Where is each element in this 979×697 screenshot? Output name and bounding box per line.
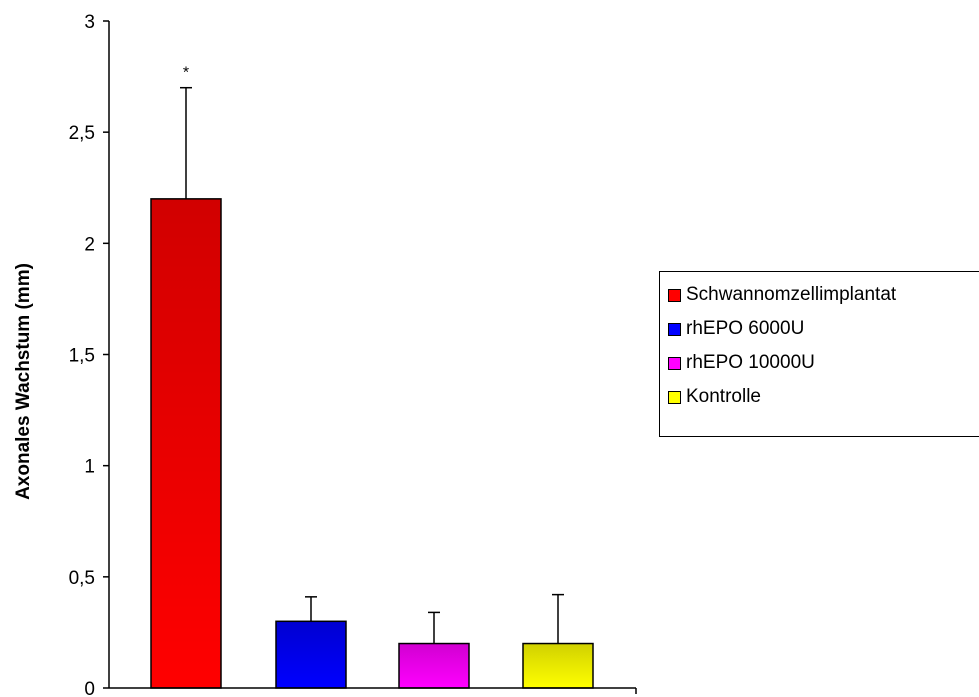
- legend-swatch: [668, 322, 681, 336]
- significance-marker: *: [183, 65, 189, 82]
- legend-swatch: [668, 356, 681, 370]
- legend-item: Kontrolle: [668, 380, 979, 414]
- legend-swatch: [668, 390, 681, 404]
- y-tick-label: 1: [84, 457, 95, 478]
- y-tick-label: 0,5: [69, 568, 95, 589]
- y-tick-label: 1,5: [69, 346, 95, 367]
- bar-0: [150, 198, 222, 689]
- y-tick-label: 2,5: [69, 123, 95, 144]
- y-tick-label: 3: [84, 12, 95, 33]
- legend-swatch: [668, 288, 681, 302]
- y-tick-label: 0: [84, 679, 95, 697]
- bar-3: [522, 642, 594, 689]
- bar-2: [398, 642, 470, 689]
- legend-item: Schwannomzellimplantat: [668, 278, 979, 312]
- bar-1: [275, 620, 347, 689]
- legend: Schwannomzellimplantat rhEPO 6000U rhEPO…: [659, 271, 979, 437]
- legend-item: rhEPO 6000U: [668, 312, 979, 346]
- y-tick-label: 2: [84, 234, 95, 255]
- legend-label: Schwannomzellimplantat: [686, 284, 897, 305]
- legend-label: rhEPO 6000U: [686, 318, 805, 339]
- y-axis-title: Axonales Wachstum (mm): [13, 263, 34, 500]
- legend-label: Kontrolle: [686, 386, 761, 407]
- legend-label: rhEPO 10000U: [686, 352, 815, 373]
- legend-item: rhEPO 10000U: [668, 346, 979, 380]
